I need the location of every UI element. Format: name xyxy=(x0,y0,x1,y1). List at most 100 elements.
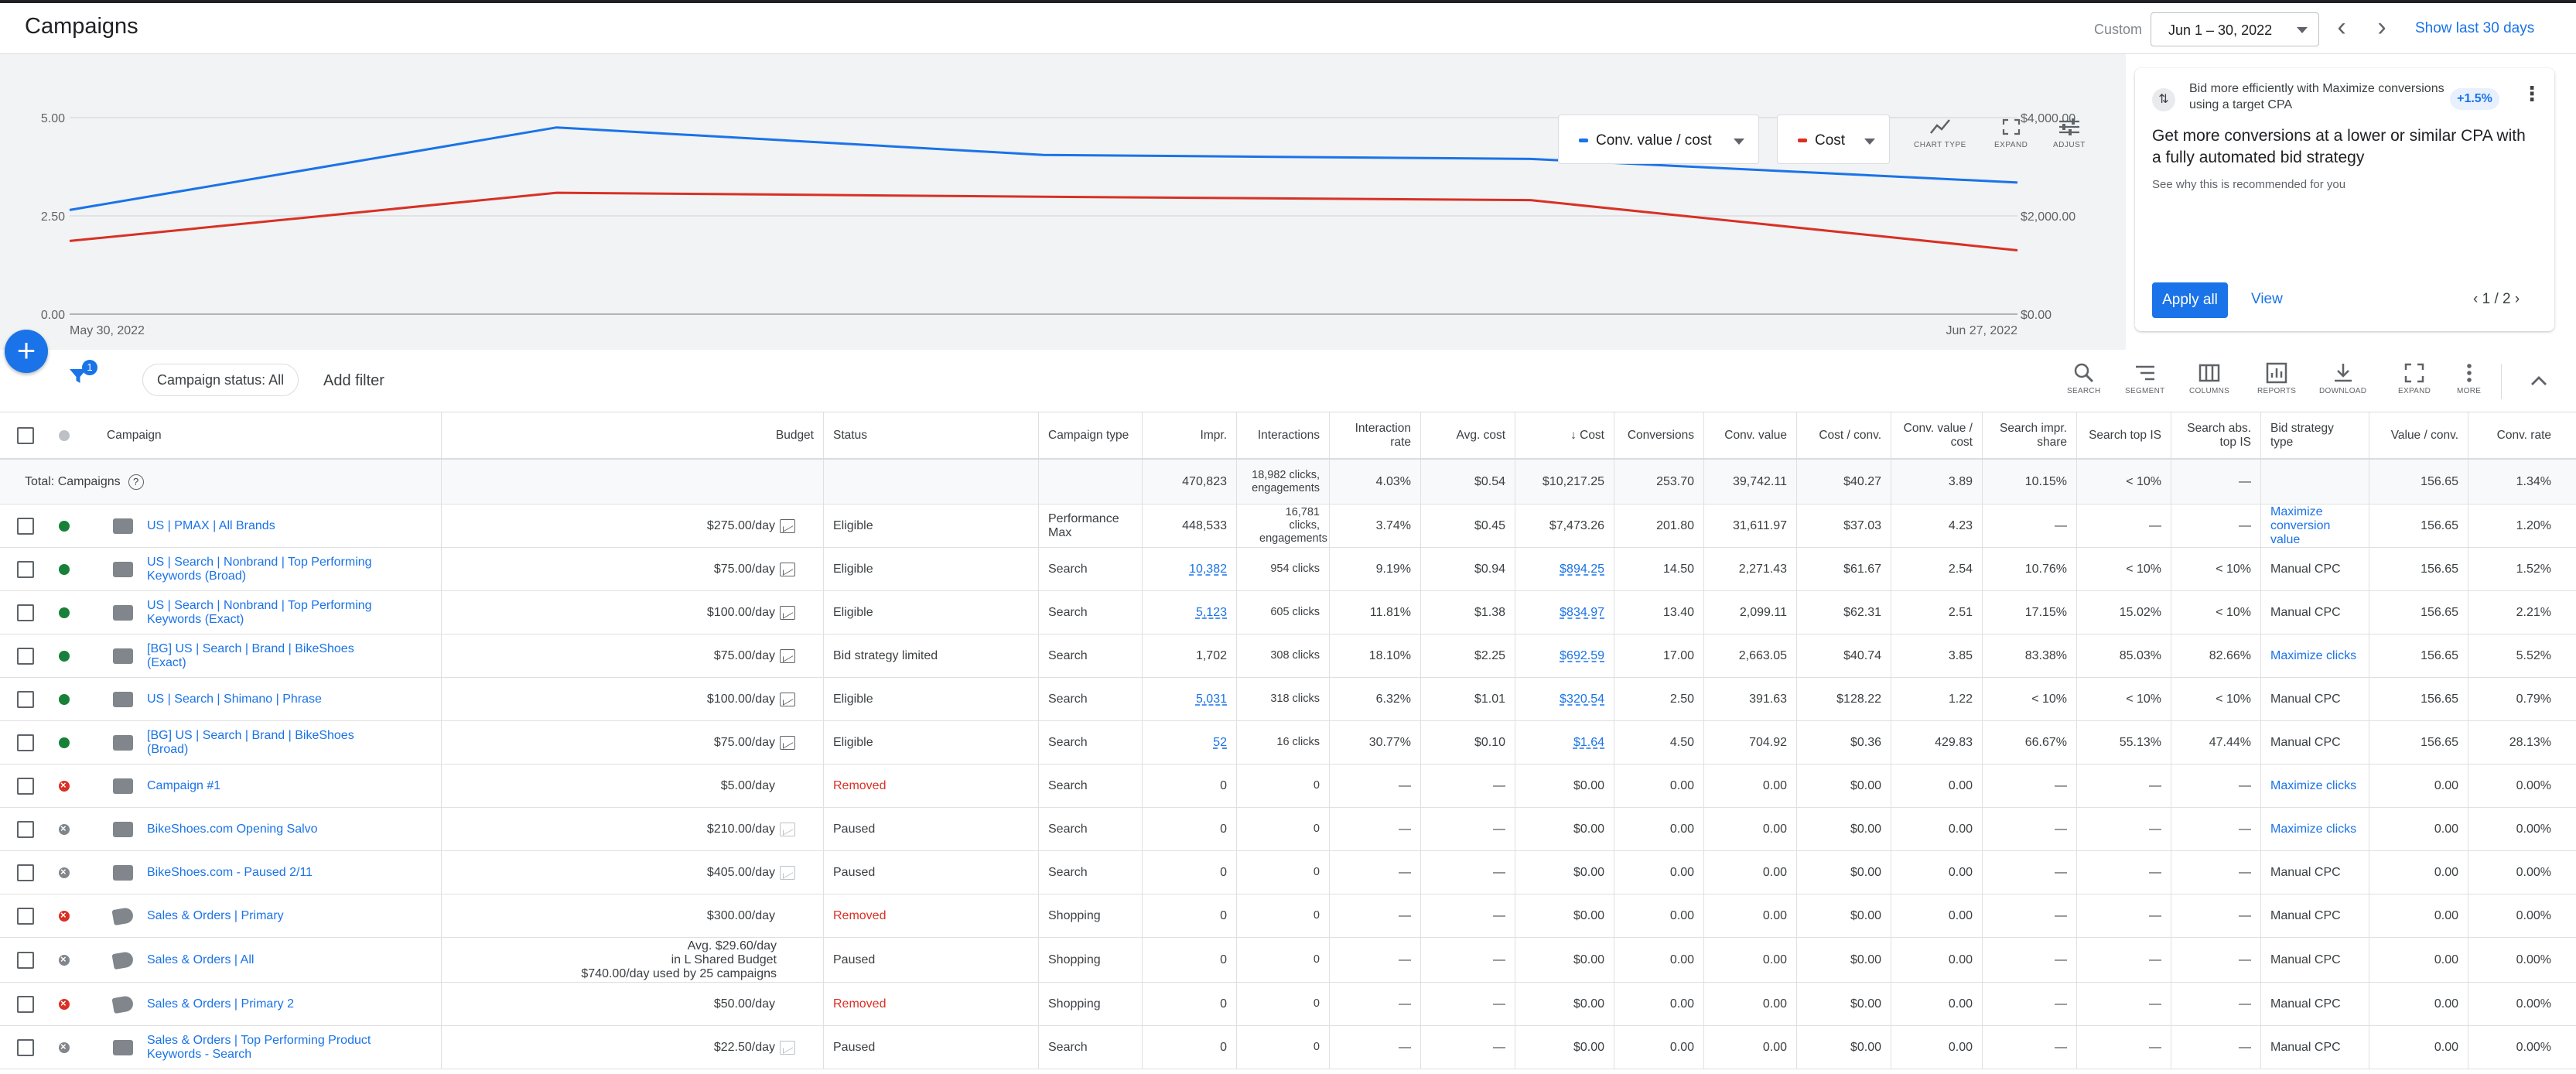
add-button[interactable]: + xyxy=(5,330,48,373)
bid-strategy[interactable]: Maximize clicks xyxy=(2270,778,2357,792)
row-checkbox[interactable] xyxy=(17,820,34,838)
status-enabled-icon[interactable] xyxy=(59,693,70,705)
row-checkbox[interactable] xyxy=(17,777,34,795)
campaign-row[interactable]: Campaign #1 $5.00/day Removed Search 0 0 — — $0.… xyxy=(0,764,2576,808)
column-header-interactions[interactable]: Interactions xyxy=(1257,428,1320,442)
add-filter-button[interactable]: Add filter xyxy=(323,372,384,389)
column-header-sabs[interactable]: Search abs. top IS xyxy=(2187,421,2251,449)
segment-button[interactable]: SEGMENT xyxy=(2125,362,2165,395)
chart-adjust-button[interactable]: ADJUST xyxy=(2053,118,2086,149)
campaign-row[interactable]: US | Search | Nonbrand | Top Performing … xyxy=(0,548,2576,591)
campaign-name-link[interactable]: US | Search | Nonbrand | Top Performing … xyxy=(147,555,372,583)
help-icon[interactable]: ? xyxy=(128,474,144,490)
campaign-row[interactable]: US | Search | Shimano | Phrase $100.00/da… xyxy=(0,678,2576,721)
date-range-select[interactable]: Jun 1 – 30, 2022 xyxy=(2151,12,2319,46)
status-removed-icon[interactable] xyxy=(59,908,70,922)
metric-impr[interactable]: 10,382 xyxy=(1189,562,1227,576)
next-period-button[interactable]: › xyxy=(2377,12,2386,42)
column-header-type[interactable]: Campaign type xyxy=(1048,428,1129,442)
row-checkbox[interactable] xyxy=(17,1038,34,1056)
status-removed-icon[interactable] xyxy=(59,997,70,1011)
status-paused-icon[interactable] xyxy=(59,822,70,836)
row-checkbox[interactable] xyxy=(17,560,34,578)
column-header-vconv[interactable]: Value / conv. xyxy=(2390,428,2458,442)
column-header-costconv[interactable]: Cost / conv. xyxy=(1819,428,1881,442)
campaign-name-link[interactable]: US | Search | Nonbrand | Top Performing … xyxy=(147,598,372,626)
metric-cost[interactable]: $894.25 xyxy=(1560,562,1604,576)
budget-chart-icon[interactable] xyxy=(780,692,795,706)
select-all-checkbox[interactable] xyxy=(17,426,34,444)
status-removed-icon[interactable] xyxy=(59,778,70,792)
row-checkbox[interactable] xyxy=(17,690,34,708)
row-checkbox[interactable] xyxy=(17,517,34,535)
metric-cost[interactable]: $692.59 xyxy=(1560,648,1604,662)
row-checkbox[interactable] xyxy=(17,907,34,925)
metric-selector-1[interactable]: Conv. value / cost xyxy=(1558,115,1759,164)
reports-button[interactable]: REPORTS xyxy=(2257,362,2296,395)
metric-cost[interactable]: $1.64 xyxy=(1573,735,1604,749)
status-paused-icon[interactable] xyxy=(59,953,70,966)
campaign-row[interactable]: BikeShoes.com - Paused 2/11 $405.00/day Pa… xyxy=(0,851,2576,894)
status-paused-icon[interactable] xyxy=(59,1040,70,1054)
column-header-status[interactable]: Status xyxy=(833,428,867,442)
table-search-button[interactable]: SEARCH xyxy=(2067,362,2100,395)
column-header-campaign[interactable]: Campaign xyxy=(107,428,162,442)
table-expand-button[interactable]: EXPAND xyxy=(2398,362,2431,395)
metric-impr[interactable]: 52 xyxy=(1213,735,1227,749)
column-header-conv[interactable]: Conversions xyxy=(1627,428,1694,442)
recommendation-pager[interactable]: ‹ 1 / 2 › xyxy=(2473,291,2520,307)
total-row[interactable]: Total: Campaigns? 470,823 18,982 clicks, e… xyxy=(0,460,2576,505)
row-checkbox[interactable] xyxy=(17,604,34,621)
metric-cost[interactable]: $834.97 xyxy=(1560,605,1604,619)
prev-period-button[interactable]: ‹ xyxy=(2337,12,2346,42)
bid-strategy[interactable]: Maximize clicks xyxy=(2270,822,2357,836)
budget-chart-icon[interactable] xyxy=(780,735,795,750)
campaign-row[interactable]: Sales & Orders | Primary $300.00/day Remov… xyxy=(0,894,2576,938)
campaign-name-link[interactable]: Sales & Orders | Primary xyxy=(147,908,284,922)
campaign-row[interactable]: Sales & Orders | Top Performing Product … xyxy=(0,1026,2576,1069)
column-header-crate[interactable]: Conv. rate xyxy=(2496,428,2551,442)
column-header-bid[interactable]: Bid strategy type xyxy=(2270,421,2334,449)
row-checkbox[interactable] xyxy=(17,734,34,751)
campaign-name-link[interactable]: Campaign #1 xyxy=(147,778,221,792)
campaign-status-filter-chip[interactable]: Campaign status: All xyxy=(142,364,299,396)
chart-type-button[interactable]: CHART TYPE xyxy=(1914,118,1966,149)
download-button[interactable]: DOWNLOAD xyxy=(2319,362,2366,395)
budget-chart-icon[interactable] xyxy=(780,518,795,533)
column-header-convval[interactable]: Conv. value xyxy=(1724,428,1787,442)
status-paused-icon[interactable] xyxy=(59,865,70,879)
budget-chart-icon[interactable] xyxy=(780,605,795,620)
row-checkbox[interactable] xyxy=(17,647,34,665)
campaign-name-link[interactable]: BikeShoes.com Opening Salvo xyxy=(147,822,318,836)
status-enabled-icon[interactable] xyxy=(59,563,70,575)
metric-selector-2[interactable]: Cost xyxy=(1777,115,1890,164)
column-header-impr[interactable]: Impr. xyxy=(1200,428,1227,442)
campaign-name-link[interactable]: US | Search | Shimano | Phrase xyxy=(147,692,322,706)
chart-expand-button[interactable]: EXPAND xyxy=(1994,118,2028,149)
more-button[interactable]: MORE xyxy=(2457,362,2481,395)
filter-icon[interactable] xyxy=(68,367,88,385)
metric-impr[interactable]: 5,031 xyxy=(1195,692,1227,706)
bid-strategy[interactable]: Maximize clicks xyxy=(2270,648,2357,662)
bid-strategy[interactable]: Maximize conversion value xyxy=(2270,505,2331,546)
column-header-irate[interactable]: Interaction rate xyxy=(1355,421,1411,449)
chevron-up-icon[interactable] xyxy=(2528,370,2550,392)
campaign-name-link[interactable]: Sales & Orders | Primary 2 xyxy=(147,997,294,1011)
budget-chart-icon[interactable] xyxy=(780,822,795,836)
show-last-30-days-link[interactable]: Show last 30 days xyxy=(2415,20,2535,36)
status-enabled-icon[interactable] xyxy=(59,737,70,748)
campaign-name-link[interactable]: Sales & Orders | Top Performing Product … xyxy=(147,1033,371,1061)
column-header-avgcost[interactable]: Avg. cost xyxy=(1456,428,1505,442)
budget-chart-icon[interactable] xyxy=(780,562,795,576)
columns-button[interactable]: COLUMNS xyxy=(2189,362,2229,395)
more-vert-icon[interactable]: ⋮ xyxy=(2522,82,2542,105)
row-checkbox[interactable] xyxy=(17,951,34,969)
view-button[interactable]: View xyxy=(2251,291,2283,307)
campaign-row[interactable]: Sales & Orders | Primary 2 $50.00/day Remo… xyxy=(0,983,2576,1026)
budget-chart-icon[interactable] xyxy=(780,865,795,880)
budget-chart-icon[interactable] xyxy=(780,1040,795,1055)
campaign-row[interactable]: US | Search | Nonbrand | Top Performing … xyxy=(0,591,2576,634)
campaign-row[interactable]: [BG] US | Search | Brand | BikeShoes (Br… xyxy=(0,721,2576,764)
metric-cost[interactable]: $320.54 xyxy=(1560,692,1604,706)
